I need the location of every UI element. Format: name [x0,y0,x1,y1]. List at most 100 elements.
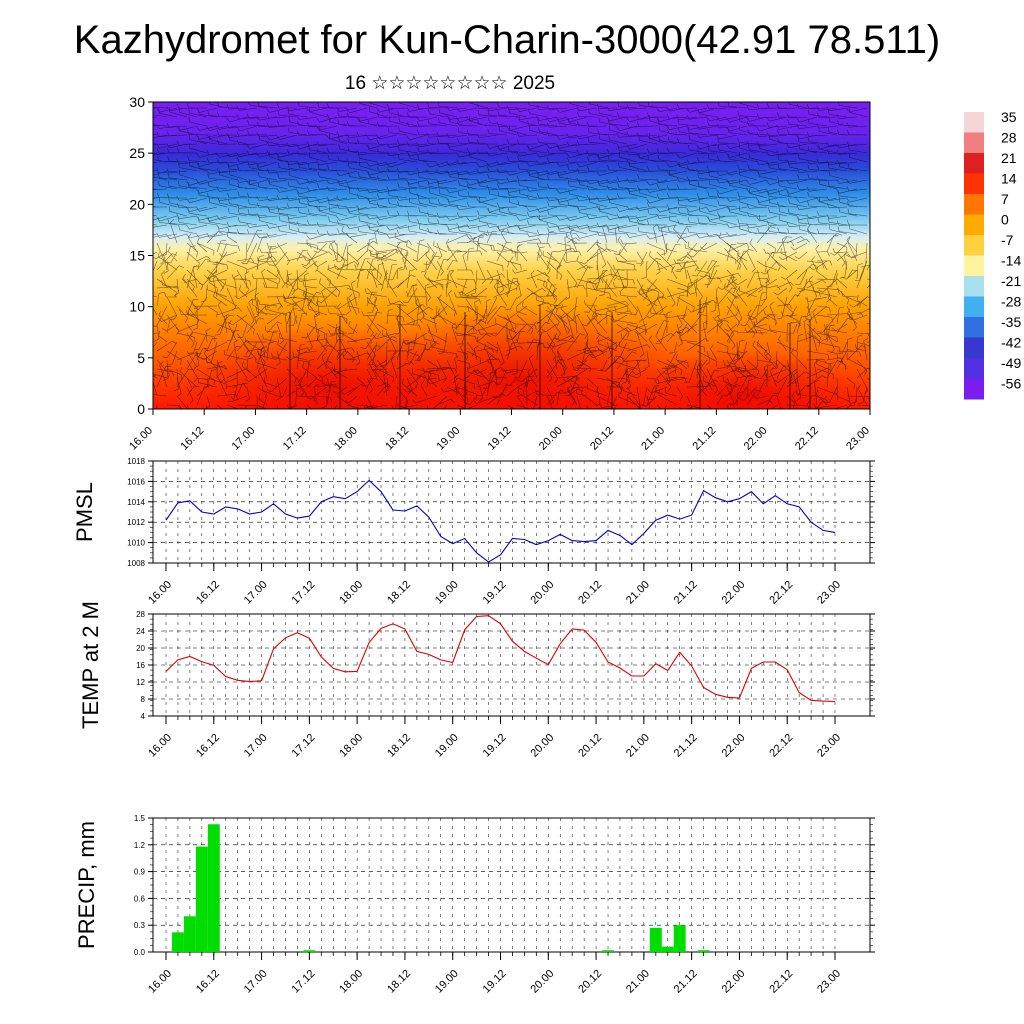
y-tick-label: 0.9 [134,868,146,877]
precip-bar [697,950,710,952]
colorbar-swatch [964,112,984,133]
precip-bar [171,932,184,952]
x-tick-label: 17.12 [281,425,309,453]
y-axis-label: PRECIP, mm [74,821,99,949]
y-tick-label: 1008 [127,559,145,568]
colorbar-swatch [964,378,984,400]
x-tick-label: 20.12 [576,968,604,996]
y-axis-label: TEMP at 2 M [78,601,103,729]
x-tick-label: 22.00 [720,579,748,607]
x-tick-label: 16.12 [194,732,222,760]
y-tick-label: 1.5 [134,814,146,823]
x-tick-label: 22.12 [767,732,795,760]
x-tick-label: 21.00 [624,732,652,760]
x-tick-label: 18.00 [337,579,365,607]
warm-core [625,350,865,409]
colorbar-label: -21 [1001,273,1021,289]
y-tick-label: 0.6 [134,894,146,903]
x-tick-label: 20.00 [537,425,565,453]
colorbar-swatch [964,358,984,379]
x-tick-label: 20.00 [528,579,556,607]
x-tick-label: 16.12 [194,579,222,607]
x-tick-label: 19.12 [481,968,509,996]
x-tick-label: 21.00 [624,968,652,996]
y-tick-label: 28 [136,610,145,619]
x-tick-label: 19.00 [433,968,461,996]
colorbar-swatch [964,173,984,195]
x-tick-label: 22.00 [720,968,748,996]
x-tick-label: 23.00 [815,579,843,607]
y-tick-label: 1.2 [134,841,146,850]
x-tick-label: 18.12 [385,732,413,760]
x-tick-label: 16.00 [146,968,174,996]
y-tick-label: 10 [129,299,145,315]
chart-title: Kazhydromet for Kun-Charin-3000(42.91 78… [73,18,941,62]
colorbar-label: -49 [1001,355,1021,371]
precip-bar [195,846,208,952]
colorbar-swatch [964,214,984,236]
y-tick-label: 8 [141,695,146,704]
x-tick-label: 17.00 [242,968,270,996]
heatmap-x-axis: 16.00 16.12 17.00 17.12 18.00 18.12 19.00 19.12… [127,409,872,453]
x-tick-label: 22.12 [793,425,821,453]
y-tick-label: 1012 [127,518,145,527]
y-tick-label: 16 [136,661,145,670]
colorbar-label: 21 [1001,150,1017,166]
y-axis-label: PMSL [72,482,97,542]
x-tick-label: 16.00 [146,579,174,607]
heatmap-frame [152,101,871,410]
x-tick-label: 18.12 [385,579,413,607]
x-tick-label: 16.12 [194,968,222,996]
x-tick-label: 18.12 [383,425,411,453]
y-tick-label: 1010 [127,539,145,548]
y-tick-label: 0 [137,401,145,417]
x-tick-label: 18.12 [385,968,413,996]
x-tick-label: 21.12 [672,732,700,760]
y-tick-label: 1016 [127,477,145,486]
colorbar-label: -35 [1001,314,1021,330]
x-tick-label: 19.12 [486,425,514,453]
plot-frame [152,613,871,717]
x-tick-label: 21.00 [639,425,667,453]
y-tick-label: 30 [129,94,145,110]
x-tick-label: 17.00 [242,732,270,760]
x-tick-label: 17.12 [290,732,318,760]
pmsl-panel: 1008 1010 1012 1014 1016 1018 16.00 16.12 17.00 1… [72,457,875,607]
precip-bar [661,946,674,952]
x-tick-label: 17.12 [290,968,318,996]
x-tick-label: 20.00 [528,968,556,996]
y-tick-label: 25 [129,145,145,161]
x-tick-label: 19.00 [433,732,461,760]
colorbar: 35 28 21 14 7 0 -7 -14 -21 -28 -35 -42 -49 -56 [964,109,1021,400]
x-tick-label: 20.12 [576,732,604,760]
x-tick-label: 21.12 [691,425,719,453]
x-tick-label: 22.00 [720,732,748,760]
colorbar-label: 0 [1001,212,1009,228]
heatmap-panel: 0 5 10 15 20 25 30 16.00 16.12 17.00 17.12 18.00 18… [127,94,872,453]
precip-bar [673,925,686,952]
precip-bar [207,824,220,952]
x-tick-label: 22.12 [767,579,795,607]
precip-bar [649,927,662,952]
wind-barb-field [153,102,870,409]
x-tick-label: 18.00 [337,732,365,760]
x-tick-label: 18.00 [337,968,365,996]
y-tick-label: 4 [141,712,146,721]
colorbar-swatch [964,235,984,256]
chart-subtitle: 16 ☆☆☆☆☆☆☆☆ 2025 [344,73,556,94]
y-tick-label: 24 [136,627,145,636]
x-tick-label: 23.00 [815,968,843,996]
y-tick-label: 0.3 [134,921,146,930]
y-tick-label: 12 [136,678,145,687]
x-tick-label: 23.00 [844,425,872,453]
colorbar-label: 35 [1001,109,1017,125]
x-tick-label: 17.00 [242,579,270,607]
x-tick-label: 19.12 [481,579,509,607]
x-tick-label: 21.12 [672,579,700,607]
y-tick-label: 20 [136,644,145,653]
x-tick-label: 19.00 [433,579,461,607]
colorbar-swatch [964,132,984,154]
x-tick-label: 20.12 [588,425,616,453]
colorbar-label: -7 [1001,232,1014,248]
